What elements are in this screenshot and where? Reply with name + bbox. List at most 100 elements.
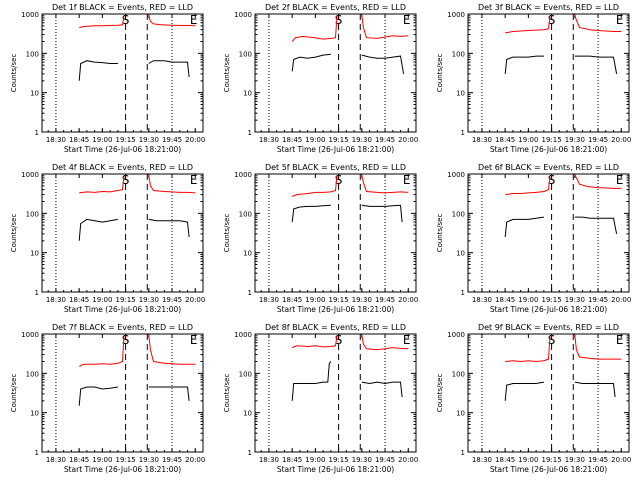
y-tick-label: 1000 (21, 11, 39, 19)
x-tick-label: 19:15 (329, 296, 349, 304)
events-series-line (361, 381, 403, 398)
marker-e: E (616, 173, 624, 187)
plot-frame (254, 173, 417, 293)
marker-s: S (122, 13, 130, 27)
x-tick-label: 19:00 (92, 136, 112, 144)
chart-panel-4: Det 4f BLACK = Events, RED = LLD 1 10 100 10… (10, 163, 205, 314)
x-tick-label: 19:15 (329, 136, 349, 144)
y-tick-label: 1 (35, 289, 39, 297)
x-tick-label: 19:30 (565, 296, 585, 304)
y-axis-label: Counts/sec (10, 54, 18, 93)
y-tick-label: 10 (30, 410, 39, 418)
events-series-line (504, 381, 544, 401)
plot-frame (467, 13, 630, 133)
y-axis-label: Counts/sec (436, 54, 444, 93)
y-axis-label: Counts/sec (10, 374, 18, 413)
x-tick-label: 20:00 (185, 456, 205, 464)
x-tick-label: 20:00 (398, 296, 418, 304)
y-tick-label: 1 (248, 289, 252, 297)
events-series-line (291, 204, 331, 223)
x-tick-label: 20:00 (611, 296, 631, 304)
marker-s: S (122, 333, 130, 347)
y-tick-label: 1 (461, 289, 465, 297)
plot-frame (467, 333, 630, 453)
x-tick-label: 18:30 (259, 136, 279, 144)
chart-title: Det 7f BLACK = Events, RED = LLD (52, 323, 193, 332)
x-tick-label: 20:00 (185, 296, 205, 304)
y-axis-label: Counts/sec (436, 214, 444, 253)
plot-frame (41, 173, 204, 293)
marker-e: E (190, 13, 198, 27)
lld-series-line (505, 15, 551, 34)
x-axis-label: Start Time (26-Jul-06 18:21:00) (277, 465, 394, 474)
lld-series-line (79, 15, 125, 29)
x-tick-label: 18:30 (46, 296, 66, 304)
y-tick-label: 1000 (21, 171, 39, 179)
x-tick-label: 18:45 (495, 136, 515, 144)
y-tick-label: 10 (456, 90, 465, 98)
chart-title: Det 5f BLACK = Events, RED = LLD (265, 163, 406, 172)
lld-series-line (505, 335, 551, 363)
x-axis-label: Start Time (26-Jul-06 18:21:00) (490, 305, 607, 314)
marker-s: S (548, 333, 556, 347)
x-tick-label: 19:00 (305, 456, 325, 464)
x-tick-label: 19:15 (329, 456, 349, 464)
y-tick-label: 1 (35, 129, 39, 137)
plot-frame (254, 13, 417, 133)
chart-panel-9: Det 9f BLACK = Events, RED = LLD 1 10 100 10… (436, 323, 631, 474)
x-tick-label: 18:30 (46, 456, 66, 464)
y-tick-label: 10 (30, 250, 39, 258)
x-tick-label: 19:30 (139, 296, 159, 304)
y-tick-label: 100 (452, 210, 465, 218)
lld-series-line (505, 175, 551, 196)
y-tick-label: 1 (461, 449, 465, 457)
x-tick-label: 19:30 (139, 456, 159, 464)
x-axis-label: Start Time (26-Jul-06 18:21:00) (64, 145, 181, 154)
chart-title: Det 8f BLACK = Events, RED = LLD (265, 323, 406, 332)
x-tick-label: 19:15 (542, 296, 562, 304)
lld-series-line (361, 174, 409, 194)
y-tick-label: 1 (248, 449, 252, 457)
x-tick-label: 18:45 (282, 456, 302, 464)
events-series-line (574, 55, 618, 74)
y-tick-label: 1000 (234, 11, 252, 19)
x-tick-label: 20:00 (611, 456, 631, 464)
x-tick-label: 19:30 (565, 456, 585, 464)
events-series-line (291, 53, 331, 72)
events-series-line (148, 218, 190, 238)
events-series-line (148, 60, 190, 78)
y-tick-label: 10 (456, 410, 465, 418)
y-tick-label: 100 (239, 210, 252, 218)
y-tick-label: 1000 (447, 171, 465, 179)
x-tick-label: 19:00 (92, 456, 112, 464)
x-tick-label: 19:00 (518, 136, 538, 144)
lld-series-line (361, 14, 409, 39)
lld-series-line (574, 334, 622, 360)
marker-e: E (403, 333, 411, 347)
x-axis-label: Start Time (26-Jul-06 18:21:00) (277, 145, 394, 154)
x-tick-label: 20:00 (398, 456, 418, 464)
x-tick-label: 18:30 (259, 296, 279, 304)
x-tick-label: 19:00 (518, 296, 538, 304)
x-tick-label: 19:00 (518, 456, 538, 464)
x-tick-label: 18:30 (472, 296, 492, 304)
events-series-line (574, 216, 618, 234)
x-axis-label: Start Time (26-Jul-06 18:21:00) (277, 305, 394, 314)
lld-series-line (78, 335, 125, 367)
x-axis-label: Start Time (26-Jul-06 18:21:00) (490, 465, 607, 474)
lld-series-line (574, 14, 622, 32)
marker-e: E (616, 13, 624, 27)
y-tick-label: 100 (452, 50, 465, 58)
x-tick-label: 18:30 (472, 456, 492, 464)
x-tick-label: 20:00 (398, 136, 418, 144)
chart-panel-1: Det 1f BLACK = Events, RED = LLD 1 10 100 10… (10, 3, 205, 154)
y-axis-label: Counts/sec (223, 54, 231, 93)
x-tick-label: 18:45 (69, 456, 89, 464)
y-tick-label: 1000 (234, 331, 252, 339)
x-tick-label: 18:45 (69, 296, 89, 304)
events-series-line (574, 381, 616, 398)
y-tick-label: 1000 (234, 171, 252, 179)
lld-series-line (292, 175, 338, 197)
chart-panel-6: Det 6f BLACK = Events, RED = LLD 1 10 100 10… (436, 163, 631, 314)
plot-frame (41, 333, 204, 453)
